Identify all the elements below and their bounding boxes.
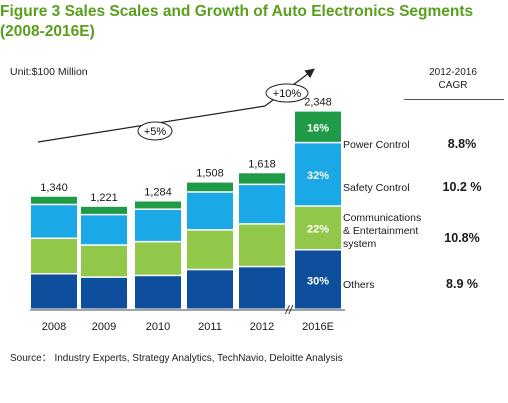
bar-segment-2008-safety bbox=[31, 205, 77, 238]
axis-break-mark: // bbox=[285, 303, 294, 317]
bar-segment-2009-safety bbox=[81, 215, 127, 245]
bar-segment-2011-others bbox=[187, 270, 233, 309]
growth-label-early: +5% bbox=[144, 126, 167, 138]
category-label-2010: 2010 bbox=[146, 321, 170, 333]
segment-pct-label-2016e-1: 22% bbox=[307, 224, 329, 236]
total-label-2008: 1,340 bbox=[40, 182, 68, 194]
figure-title-line1: Figure 3 Sales Scales and Growth of Auto… bbox=[0, 3, 474, 20]
segment-pct-label-2016e-3: 16% bbox=[307, 122, 329, 134]
unit-label: Unit:$100 Million bbox=[10, 66, 88, 78]
growth-label-late: +10% bbox=[273, 88, 302, 100]
bar-segment-2008-power bbox=[31, 196, 77, 204]
total-label-2011: 1,508 bbox=[196, 168, 224, 180]
bar-segment-2016E-communications bbox=[295, 206, 341, 250]
bar-segment-2010-power bbox=[135, 201, 181, 209]
source-note: Source： Industry Experts, Strategy Analy… bbox=[10, 353, 343, 364]
bar-segment-2012-communications bbox=[239, 224, 285, 266]
bar-segment-2012-power bbox=[239, 173, 285, 184]
total-label-2010: 1,284 bbox=[144, 187, 172, 199]
legend-layer: Power Control 8.8% Safety Control 10.2 % Com… bbox=[343, 137, 481, 291]
bar-segment-2010-others bbox=[135, 276, 181, 309]
legend-communications-line-1: & Entertainment bbox=[343, 225, 418, 237]
bar-segment-2010-safety bbox=[135, 209, 181, 241]
legend-others: Others bbox=[343, 279, 375, 291]
cagr-header: 2012-2016 CAGR bbox=[403, 66, 503, 92]
category-label-2012: 2012 bbox=[250, 321, 274, 333]
cagr-value-1: 10.2 % bbox=[443, 180, 482, 194]
labels-layer: 1,340 2008 1,221 2009 1,284 2010 1,508 2011 1,61… bbox=[40, 97, 334, 333]
bar-segment-2009-others bbox=[81, 277, 127, 309]
stacked-bar-chart: 1,340 2008 1,221 2009 1,284 2010 1,508 2011 1,61… bbox=[30, 68, 481, 333]
cagr-header-rule bbox=[404, 99, 504, 100]
category-label-2011: 2011 bbox=[198, 321, 222, 333]
growth-bubble-late bbox=[265, 83, 309, 103]
figure-title: Figure 3 Sales Scales and Growth of Auto… bbox=[0, 2, 508, 42]
bar-segment-2008-others bbox=[31, 274, 77, 309]
bar-segment-2012-safety bbox=[239, 185, 285, 224]
cagr-header-label: CAGR bbox=[438, 80, 468, 91]
bar-segment-2008-communications bbox=[31, 239, 77, 274]
category-label-2016E: 2016E bbox=[302, 321, 334, 333]
bar-segment-2011-power bbox=[187, 182, 233, 192]
figure-title-line2: (2008-2016E) bbox=[0, 23, 95, 40]
bar-segment-2009-power bbox=[81, 206, 127, 214]
cagr-value-2: 10.8% bbox=[444, 231, 479, 245]
bar-segment-2016E-safety bbox=[295, 143, 341, 206]
bar-segment-2010-communications bbox=[135, 242, 181, 275]
cagr-value-0: 8.8% bbox=[448, 137, 477, 151]
category-label-2008: 2008 bbox=[42, 321, 66, 333]
legend-safety-control: Safety Control bbox=[343, 182, 410, 194]
annotation-layer: // +5% +10% bbox=[30, 68, 345, 317]
cagr-header-period: 2012-2016 bbox=[429, 67, 477, 78]
legend-communications-line-0: Communications bbox=[343, 212, 421, 224]
total-label-2012: 1,618 bbox=[248, 158, 276, 170]
bar-segment-2016E-power bbox=[295, 111, 341, 142]
legend-communications-line-2: system bbox=[343, 238, 377, 250]
segment-pct-label-2016e-2: 32% bbox=[307, 170, 329, 182]
bar-segment-2009-communications bbox=[81, 245, 127, 277]
growth-bubble-early bbox=[137, 121, 173, 141]
bar-segment-2012-others bbox=[239, 267, 285, 309]
total-label-2016E: 2,348 bbox=[304, 97, 332, 109]
legend-power-control: Power Control bbox=[343, 139, 410, 151]
category-label-2009: 2009 bbox=[92, 321, 116, 333]
cagr-value-3: 8.9 % bbox=[446, 277, 478, 291]
total-label-2009: 1,221 bbox=[90, 192, 118, 204]
bar-segment-2016E-others bbox=[295, 250, 341, 309]
bar-segment-2011-safety bbox=[187, 192, 233, 230]
segment-pct-label-2016e-0: 30% bbox=[307, 275, 329, 287]
bar-segment-2011-communications bbox=[187, 230, 233, 269]
bars-layer bbox=[31, 111, 341, 309]
